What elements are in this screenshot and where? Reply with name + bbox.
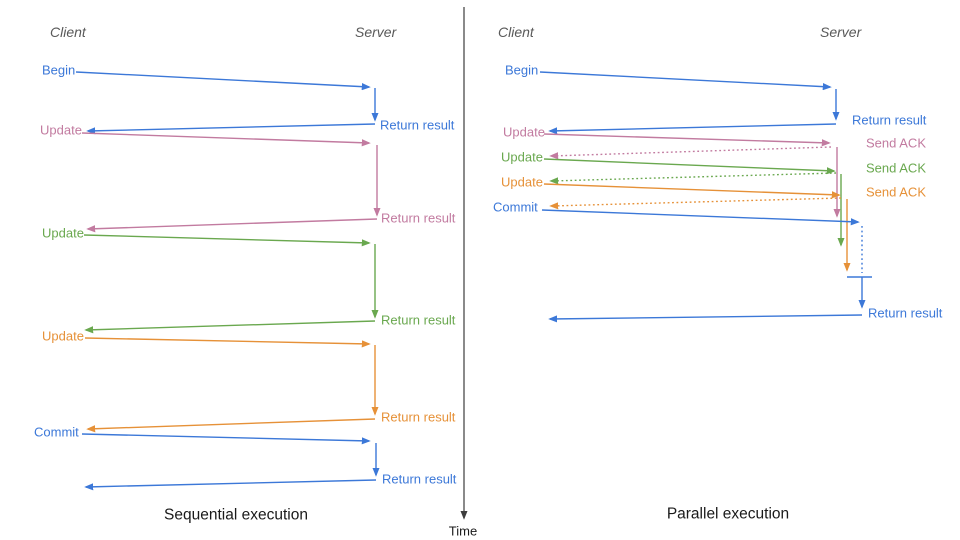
seq-update2-return-label: Return result bbox=[381, 313, 456, 328]
seq-begin-label: Begin bbox=[42, 63, 75, 78]
par-update1-ack-arrow bbox=[549, 146, 832, 160]
time-axis-label: Time bbox=[449, 524, 477, 539]
par-update3-request-arrow bbox=[543, 183, 841, 199]
seq-update1-return-arrow bbox=[86, 218, 378, 233]
par-update2-ack-label: Send ACK bbox=[866, 161, 926, 176]
par-commit-return-label: Return result bbox=[868, 306, 943, 321]
seq-update3-return-arrow bbox=[86, 418, 376, 433]
seq-caption: Sequential execution bbox=[164, 507, 308, 524]
par-update1-ack-label: Send ACK bbox=[866, 136, 926, 151]
seq-update3-return-label: Return result bbox=[381, 410, 456, 425]
seq-update2-return-arrow bbox=[84, 320, 376, 334]
seq-update3-request-arrow bbox=[84, 337, 371, 348]
seq-server-header: Server bbox=[355, 24, 398, 40]
seq-commit-label: Commit bbox=[34, 425, 79, 440]
seq-commit-return-arrow bbox=[84, 479, 377, 491]
par-begin-label: Begin bbox=[505, 63, 538, 78]
seq-begin-return-arrow bbox=[86, 123, 376, 135]
par-commit-return-arrow bbox=[548, 314, 863, 323]
par-update1-label: Update bbox=[503, 125, 545, 140]
par-update3-label: Update bbox=[501, 175, 543, 190]
seq-update3-label: Update bbox=[42, 329, 84, 344]
par-commit-request-arrow bbox=[541, 209, 860, 226]
seq-update2-label: Update bbox=[42, 226, 84, 241]
seq-update1-request-arrow bbox=[81, 132, 371, 147]
par-client-header: Client bbox=[498, 24, 535, 40]
seq-update1-label: Update bbox=[40, 123, 82, 138]
par-update3-ack-arrow bbox=[549, 197, 842, 210]
par-begin-request-arrow bbox=[539, 71, 832, 91]
seq-begin-return-label: Return result bbox=[380, 118, 455, 133]
seq-commit-return-label: Return result bbox=[382, 472, 457, 487]
par-begin-return-arrow bbox=[548, 123, 837, 135]
seq-begin-request-arrow bbox=[75, 71, 371, 91]
par-update2-ack-arrow bbox=[549, 172, 837, 185]
par-update2-label: Update bbox=[501, 150, 543, 165]
par-update1-request-arrow bbox=[543, 133, 831, 147]
seq-update2-request-arrow bbox=[83, 234, 371, 247]
par-commit-label: Commit bbox=[493, 200, 538, 215]
par-server-header: Server bbox=[820, 24, 863, 40]
seq-client-header: Client bbox=[50, 24, 87, 40]
par-caption: Parallel execution bbox=[667, 506, 789, 523]
seq-commit-request-arrow bbox=[81, 433, 371, 445]
seq-update1-return-label: Return result bbox=[381, 211, 456, 226]
par-begin-return-label: Return result bbox=[852, 113, 927, 128]
par-update2-request-arrow bbox=[543, 158, 836, 175]
par-update3-ack-label: Send ACK bbox=[866, 185, 926, 200]
